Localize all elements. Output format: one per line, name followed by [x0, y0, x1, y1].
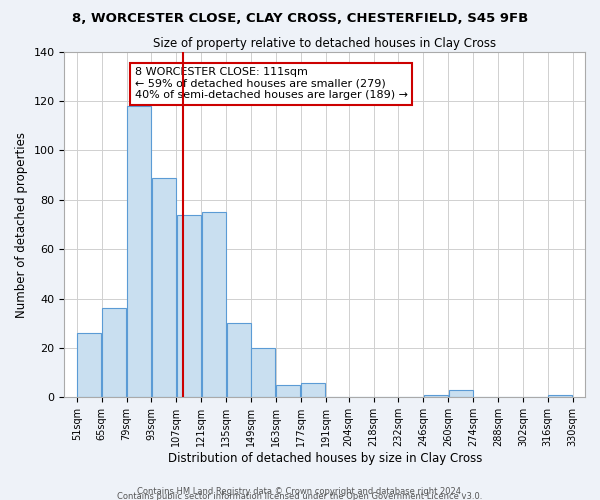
Bar: [251, 348, 275, 398]
Bar: [127, 106, 151, 398]
Text: 8, WORCESTER CLOSE, CLAY CROSS, CHESTERFIELD, S45 9FB: 8, WORCESTER CLOSE, CLAY CROSS, CHESTERF…: [72, 12, 528, 26]
X-axis label: Distribution of detached houses by size in Clay Cross: Distribution of detached houses by size …: [167, 452, 482, 465]
Bar: [202, 212, 226, 398]
Bar: [177, 214, 201, 398]
Bar: [548, 395, 572, 398]
Text: 8 WORCESTER CLOSE: 111sqm
← 59% of detached houses are smaller (279)
40% of semi: 8 WORCESTER CLOSE: 111sqm ← 59% of detac…: [134, 67, 407, 100]
Bar: [227, 324, 251, 398]
Y-axis label: Number of detached properties: Number of detached properties: [15, 132, 28, 318]
Bar: [301, 382, 325, 398]
Bar: [449, 390, 473, 398]
Text: Contains HM Land Registry data © Crown copyright and database right 2024.: Contains HM Land Registry data © Crown c…: [137, 486, 463, 496]
Bar: [77, 333, 101, 398]
Bar: [102, 308, 126, 398]
Bar: [276, 385, 300, 398]
Title: Size of property relative to detached houses in Clay Cross: Size of property relative to detached ho…: [153, 38, 496, 51]
Text: Contains public sector information licensed under the Open Government Licence v3: Contains public sector information licen…: [118, 492, 482, 500]
Bar: [424, 395, 448, 398]
Bar: [152, 178, 176, 398]
